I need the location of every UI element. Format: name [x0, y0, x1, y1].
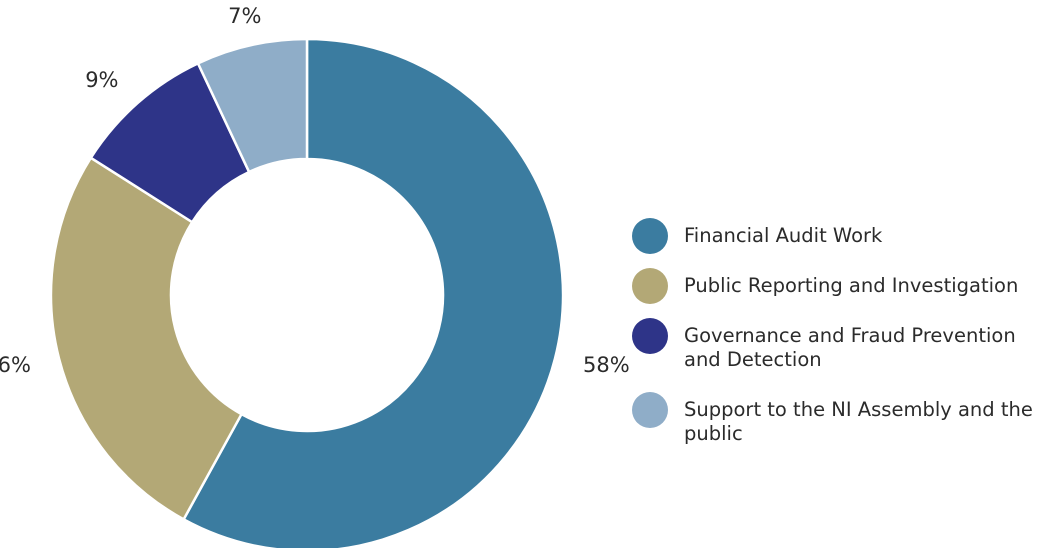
legend-swatch [632, 268, 668, 304]
legend: Financial Audit Work Public Reporting an… [632, 216, 1043, 464]
slice-value-label: 7% [228, 4, 261, 28]
legend-swatch [632, 218, 668, 254]
legend-label: Governance and Fraud Prevention and Dete… [684, 324, 1016, 371]
legend-swatch [632, 392, 668, 428]
legend-label: Financial Audit Work [684, 224, 883, 247]
donut-slice [49, 156, 244, 522]
legend-item-support-assembly: Support to the NI Assembly and the publi… [632, 390, 1043, 446]
legend-item-public-reporting: Public Reporting and Investigation [632, 266, 1043, 304]
donut-slice [196, 37, 309, 174]
legend-item-governance: Governance and Fraud Prevention and Dete… [632, 316, 1043, 372]
slices-group [49, 37, 565, 548]
labels-group: 58% 26% 9% 7% [0, 4, 630, 377]
legend-label: Support to the NI Assembly and the publi… [684, 398, 1033, 445]
slice-value-label: 26% [0, 353, 31, 377]
slice-value-label: 9% [85, 68, 118, 92]
slice-value-label: 58% [583, 353, 630, 377]
legend-label: Public Reporting and Investigation [684, 274, 1019, 297]
donut-slice [181, 37, 565, 548]
legend-swatch [632, 318, 668, 354]
legend-item-financial-audit: Financial Audit Work [632, 216, 1043, 254]
